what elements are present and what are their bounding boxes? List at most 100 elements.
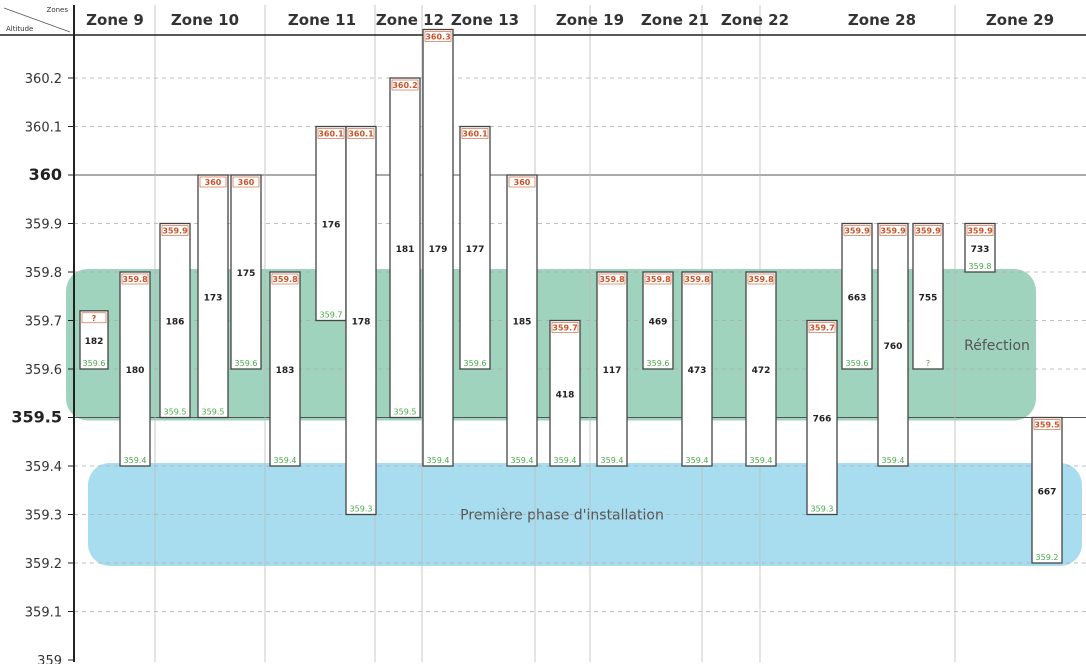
bar-top-box [747,273,775,285]
bar-top-box [232,176,260,188]
bar-id-label: 117 [603,366,622,376]
y-tick-label: 360 [29,165,62,184]
bar-176: 360.1 359.7 176 [315,125,347,322]
bar-id-label: 175 [237,269,256,279]
bar-173: 360 359.5 173 [197,174,229,419]
bar-id-label: 766 [813,415,832,425]
bar-bottom-label: 359.3 [350,505,373,514]
bar-rect [841,222,873,370]
bar-id-label: 178 [352,318,371,328]
bar-rect [159,222,191,419]
bar-667: 359.5 359.2 667 [1031,416,1063,564]
bar-top-box [808,322,836,333]
y-tick-label: 359.2 [25,557,62,572]
bar-175: 360 359.6 175 [230,174,262,370]
bar-top-box [1033,419,1061,430]
bar-id-label: 472 [752,366,771,376]
bar-182: ? 359.6 182 [79,310,109,370]
bar-178: 360.1 359.3 178 [345,125,377,516]
bar-bottom-label: 359.5 [164,408,187,417]
bar-top-box [161,225,189,236]
bar-bottom-label: 359.7 [320,311,343,320]
bar-top-label: 360 [205,178,222,187]
bar-top-box [683,273,711,285]
bar-id-label: 418 [556,390,575,400]
bar-rect [642,271,674,370]
bar-id-label: 177 [466,245,485,255]
bar-top-box [81,312,107,324]
bar-top-box [966,225,994,236]
bar-top-label: ? [92,314,97,323]
bar-top-label: 359.8 [272,275,298,284]
y-tick-label: 359.1 [25,606,62,621]
bar-top-box [843,225,871,236]
bar-186: 359.9 359.5 186 [159,222,191,419]
bar-bottom-label: 359.2 [1036,553,1059,562]
bar-bottom-label: 359.6 [846,359,869,368]
bar-bottom-label: 359.4 [686,456,709,465]
bar-bottom-label: 359.4 [274,456,297,465]
bar-top-label: 359.8 [645,275,671,284]
y-tick-label: 359.9 [25,218,62,233]
bar-top-box [551,322,579,333]
zone-label: Zone 21 [641,11,709,29]
bar-top-label: 360.1 [462,130,488,139]
bar-733: 359.9 359.8 733 [964,222,996,273]
bar-bottom-label: 359.6 [83,359,106,368]
y-tick-label: 359.8 [25,266,62,281]
bar-bottom-label: 359.6 [235,359,258,368]
bar-bottom-label: 359.4 [427,456,450,465]
bar-rect [422,28,454,467]
bar-top-label: 359.7 [552,324,577,333]
bar-bottom-label: 359.6 [647,359,670,368]
bar-bottom-label: 359.4 [750,456,773,465]
bar-181: 360.2 359.5 181 [389,77,421,419]
bar-top-label: 360.1 [318,130,344,139]
bar-472: 359.8 359.4 472 [745,271,777,467]
bar-top-label: 359.8 [684,275,710,284]
bar-bottom-label: 359.8 [969,262,992,271]
bar-bottom-label: ? [926,359,930,368]
bar-top-box [199,176,227,188]
bar-id-label: 186 [166,318,185,328]
y-tick-label: 359 [37,654,62,664]
bar-418: 359.7 359.4 418 [549,319,581,467]
bar-top-label: 360.2 [392,81,417,90]
bar-bottom-label: 359.4 [511,456,534,465]
band-label-2: Première phase d'installation [460,508,664,524]
bar-rect [912,222,944,370]
band-label-1: Réfection [964,338,1030,354]
zone-label: Zone 9 [86,11,144,29]
bar-117: 359.8 359.4 117 [596,271,628,467]
bar-rect [745,271,777,467]
zone-label: Zone 28 [848,11,916,29]
bar-766: 359.7 359.3 766 [806,319,838,516]
bar-bottom-label: 359.3 [811,505,834,514]
y-tick-label: 359.6 [25,363,62,378]
bar-top-box [121,273,149,285]
corner-top-label: Zones [47,6,69,14]
zone-label: Zone 12 [376,11,444,29]
zone-label: Zone 11 [288,11,356,29]
bar-180: 359.8 359.4 180 [119,271,151,467]
bar-id-label: 180 [126,366,145,376]
bar-id-label: 181 [396,245,415,255]
bars-layer: ? 359.6 182 359.8 359.4 180 359.9 359.5 186 360 35… [79,28,1063,564]
bar-top-box [879,225,907,236]
bar-id-label: 755 [919,293,938,303]
bar-id-label: 185 [513,318,532,328]
bar-top-label: 359.9 [880,227,906,236]
bar-top-box [644,273,672,285]
corner-bottom-label: Altitude [6,25,33,33]
bar-rect [1031,416,1063,564]
bar-469: 359.8 359.6 469 [642,271,674,370]
bar-rect [315,125,347,322]
bar-179: 360.3 359.4 179 [422,28,454,467]
zone-label: Zone 22 [721,11,789,29]
y-tick-label: 359.4 [25,460,62,475]
bar-id-label: 667 [1038,487,1057,497]
bar-id-label: 733 [971,245,990,255]
bar-183: 359.8 359.4 183 [269,271,301,467]
bar-id-label: 183 [276,366,295,376]
